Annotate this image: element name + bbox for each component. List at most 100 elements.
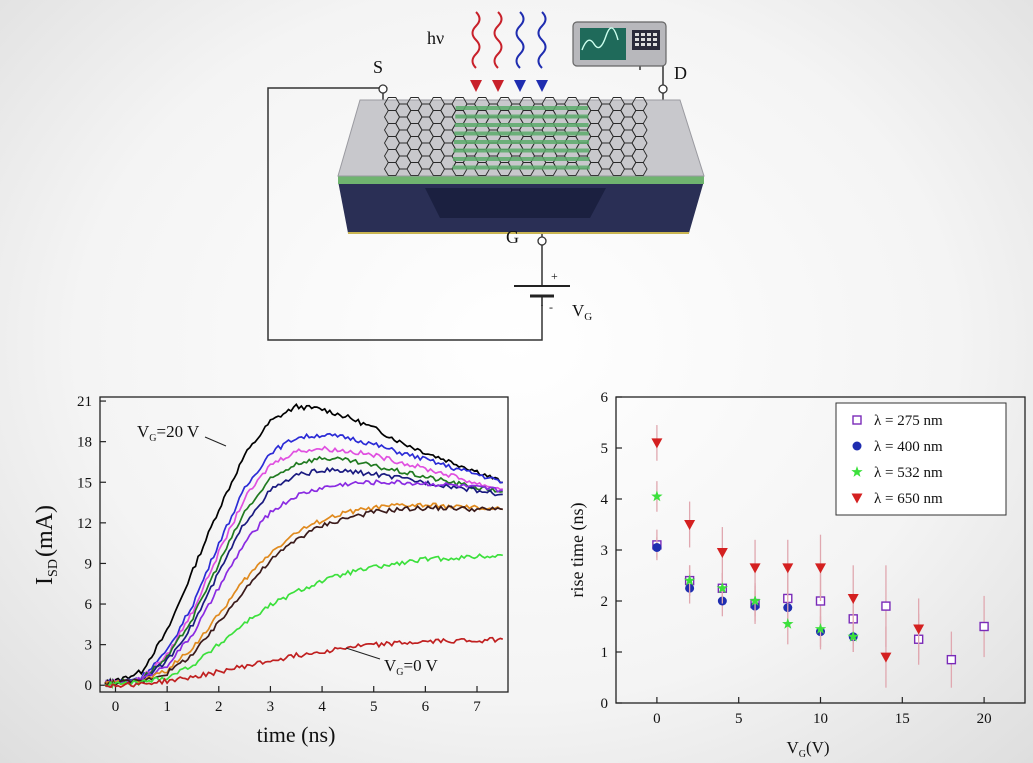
chart2-legend: λ = 275 nm λ = 400 nm λ = 532 nm λ = 650 nm <box>835 402 1007 516</box>
circuit-wire <box>267 87 543 341</box>
channel-stripe <box>455 114 589 119</box>
data-point <box>651 490 663 502</box>
legend-box <box>835 402 1007 516</box>
current-series-line <box>104 403 503 687</box>
legend-marker <box>851 493 863 504</box>
channel-stripe <box>455 106 589 110</box>
current-series-line <box>104 502 503 687</box>
hex-cell <box>631 162 648 176</box>
chart2-y-ticks: 0 1 2 3 4 5 6 <box>601 390 622 712</box>
data-point <box>913 624 925 635</box>
device-schematic: + - VG <box>267 11 705 341</box>
y-tick-label: 1 <box>601 645 609 661</box>
x-tick-label: 20 <box>977 711 992 727</box>
photon-label: hν <box>427 28 444 48</box>
y-tick-label: 21 <box>77 394 92 410</box>
current-series-line <box>104 432 503 689</box>
hex-cell <box>451 162 468 176</box>
data-point <box>782 618 794 629</box>
hex-cell <box>428 162 446 176</box>
x-tick-label: 6 <box>422 699 430 715</box>
red-arrow-2 <box>492 80 504 92</box>
current-series-line <box>104 445 503 688</box>
annotation-vg0: VG=0 V <box>384 656 439 678</box>
y-tick-label: 6 <box>601 390 609 406</box>
legend-label: λ = 275 nm <box>874 413 943 429</box>
chart2-x-axis-label: VG(V) <box>786 738 829 760</box>
channel-stripe <box>452 165 590 170</box>
x-tick-label: 0 <box>112 699 120 715</box>
data-point <box>815 563 826 574</box>
x-tick-label: 0 <box>653 711 661 727</box>
x-tick-label: 10 <box>813 711 828 727</box>
y-tick-label: 5 <box>601 441 609 457</box>
data-point <box>880 652 892 663</box>
oxide-layer <box>338 176 704 184</box>
hex-cell <box>406 162 423 176</box>
source-terminal <box>378 84 388 94</box>
annotation-vg20-pointer <box>204 436 227 447</box>
rise-time-chart: 0 1 2 3 4 5 6 0 5 10 15 20 VG(V) rise time (ns) λ … <box>567 390 1026 760</box>
x-tick-label: 4 <box>318 699 326 715</box>
channel-stripes <box>452 106 590 170</box>
legend-label: λ = 650 nm <box>874 491 943 507</box>
gate-terminal <box>537 236 547 246</box>
data-point <box>814 623 827 634</box>
source-label: S <box>373 57 383 77</box>
drain-terminal <box>658 84 668 94</box>
chart1-y-axis-label: ISD(mA) <box>32 505 61 585</box>
y-tick-label: 15 <box>77 475 92 491</box>
data-point <box>782 563 794 574</box>
y-tick-label: 0 <box>85 678 93 694</box>
battery-icon <box>514 285 570 306</box>
device-top-surface <box>337 99 705 177</box>
x-tick-label: 7 <box>473 699 481 715</box>
chart2-series <box>651 425 989 688</box>
data-point <box>716 582 728 594</box>
vg-label: VG <box>572 301 592 323</box>
data-point <box>684 520 696 530</box>
data-point <box>847 593 859 604</box>
chart1-x-ticks: 0 1 2 3 4 5 6 7 <box>112 686 481 715</box>
chart1-frame <box>99 396 509 693</box>
hex-cell <box>383 162 401 176</box>
chart1-series <box>104 403 504 690</box>
y-tick-label: 2 <box>601 594 609 610</box>
data-point <box>683 574 696 586</box>
red-wave-2 <box>493 11 503 69</box>
channel-stripe <box>453 140 590 144</box>
hex-cell <box>608 162 626 176</box>
channel-stripe <box>453 148 590 153</box>
blue-arrow-1 <box>514 80 526 92</box>
data-point <box>881 601 891 611</box>
y-tick-label: 12 <box>77 516 92 532</box>
channel-stripe <box>454 123 589 127</box>
data-point <box>749 595 761 606</box>
current-series-line <box>104 553 503 690</box>
data-point <box>716 548 728 559</box>
blue-wave-1 <box>515 11 525 69</box>
chart2-y-axis-label: rise time (ns) <box>567 503 588 598</box>
data-point <box>749 563 761 574</box>
rise-time-series <box>651 425 925 688</box>
legend-marker <box>852 415 862 425</box>
y-tick-label: 3 <box>85 638 93 654</box>
battery-plus: + <box>551 269 558 283</box>
data-point <box>979 621 989 632</box>
current-series-line <box>104 504 503 687</box>
annotation-vg0-pointer <box>345 647 381 660</box>
current-series-line <box>104 479 503 689</box>
incident-light-waves <box>470 11 548 92</box>
x-tick-label: 15 <box>895 711 910 727</box>
y-tick-label: 18 <box>77 435 92 451</box>
gate-label: G <box>506 227 519 247</box>
data-point <box>651 438 663 449</box>
current-series-line <box>104 455 503 687</box>
y-tick-label: 9 <box>85 556 93 572</box>
x-tick-label: 5 <box>735 711 743 727</box>
y-tick-label: 6 <box>85 597 93 613</box>
annotation-vg20: VG=20 V <box>137 422 200 444</box>
y-tick-label: 4 <box>601 492 609 508</box>
